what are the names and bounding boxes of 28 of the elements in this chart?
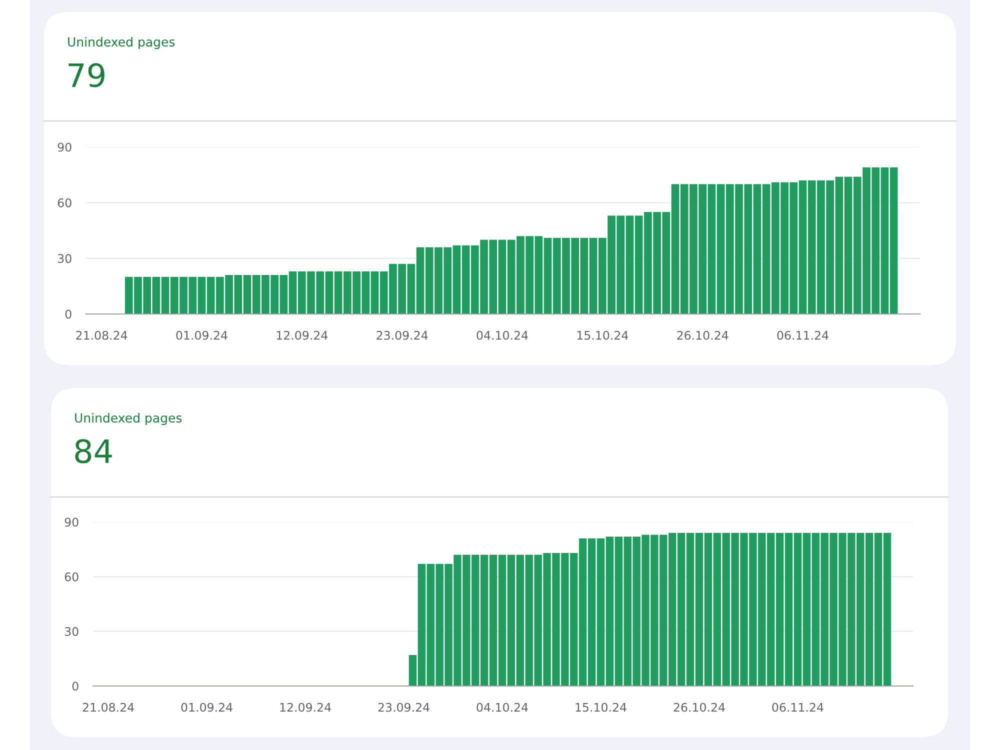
x-tick-label: 23.09.24 [376,330,428,340]
chart-subtitle: 84 [75,439,112,464]
x-tick-label: 12.09.24 [280,702,331,712]
x-tick-label: 23.09.24 [378,702,430,712]
x-tick-label: 15.10.24 [576,702,626,712]
x-tick-label: 21.08.24 [82,702,134,712]
x-tick-label: 12.09.24 [276,330,328,340]
y-tick-label: 60 [58,198,72,208]
chart-title: Unindexed pages [68,36,175,50]
x-tick-label: 04.10.24 [476,330,528,340]
x-tick-label: 01.09.24 [181,702,232,712]
x-tick-label: 15.10.24 [577,330,628,340]
x-tick-label: 26.10.24 [677,330,728,340]
y-tick-label: 0 [72,682,78,691]
x-tick-label: 06.11.24 [772,702,824,712]
x-tick-label: 21.08.24 [76,330,128,340]
chart-subtitle: 79 [68,63,104,88]
chart-title: Unindexed pages [75,412,182,426]
y-tick-label: 0 [65,310,72,319]
y-tick-label: 90 [64,518,78,527]
x-tick-label: 26.10.24 [674,702,725,712]
y-tick-label: 30 [64,627,78,636]
x-tick-label: 04.10.24 [476,702,528,712]
y-tick-label: 30 [58,254,72,263]
y-tick-label: 90 [58,142,72,152]
y-tick-label: 60 [64,572,78,582]
x-tick-label: 06.11.24 [777,330,828,340]
x-tick-label: 01.09.24 [176,330,228,340]
